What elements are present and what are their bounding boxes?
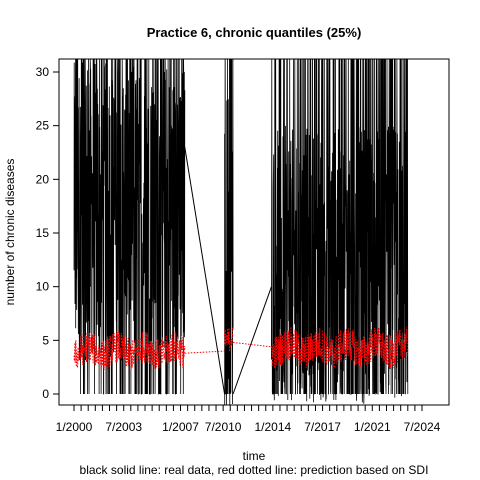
prediction-bridge <box>233 341 272 348</box>
prediction-bridge <box>184 350 225 354</box>
x-axis: 1/2000 7/2003 1/2007 7/2010 1/2014 7/2017 1/20… <box>56 404 441 434</box>
x-tick-label: 7/2003 <box>105 420 142 434</box>
x-tick-label: 1/2007 <box>162 420 199 434</box>
y-tick-label: 0 <box>42 387 49 401</box>
y-tick-label: 25 <box>36 119 50 133</box>
real-data-line <box>224 58 234 406</box>
real-data-bridge <box>184 147 226 395</box>
x-axis-label: time <box>243 449 266 463</box>
x-tick-label: 1/2021 <box>354 420 391 434</box>
real-data-line <box>73 58 186 395</box>
real-data-line <box>271 58 409 404</box>
chart-caption: black solid line: real data, red dotted … <box>80 463 429 477</box>
x-tick-label: 1/2000 <box>56 420 93 434</box>
y-tick-label: 10 <box>36 280 50 294</box>
y-axis: 0 5 10 15 20 25 30 <box>36 65 60 401</box>
y-tick-label: 15 <box>36 226 50 240</box>
y-tick-label: 20 <box>36 172 50 186</box>
prediction-line <box>270 326 409 369</box>
x-tick-label: 1/2014 <box>255 420 292 434</box>
real-data-bridge <box>232 286 272 395</box>
y-axis-label: number of chronic diseases <box>3 159 17 306</box>
x-tick-label: 7/2017 <box>304 420 341 434</box>
y-tick-label: 5 <box>42 333 49 347</box>
x-tick-label: 7/2024 <box>404 420 441 434</box>
plot-series <box>73 58 409 406</box>
prediction-line <box>73 331 186 371</box>
x-tick-label: 7/2010 <box>205 420 242 434</box>
prediction-line <box>224 325 234 352</box>
y-tick-label: 30 <box>36 65 50 79</box>
chart-title: Practice 6, chronic quantiles (25%) <box>147 25 362 40</box>
